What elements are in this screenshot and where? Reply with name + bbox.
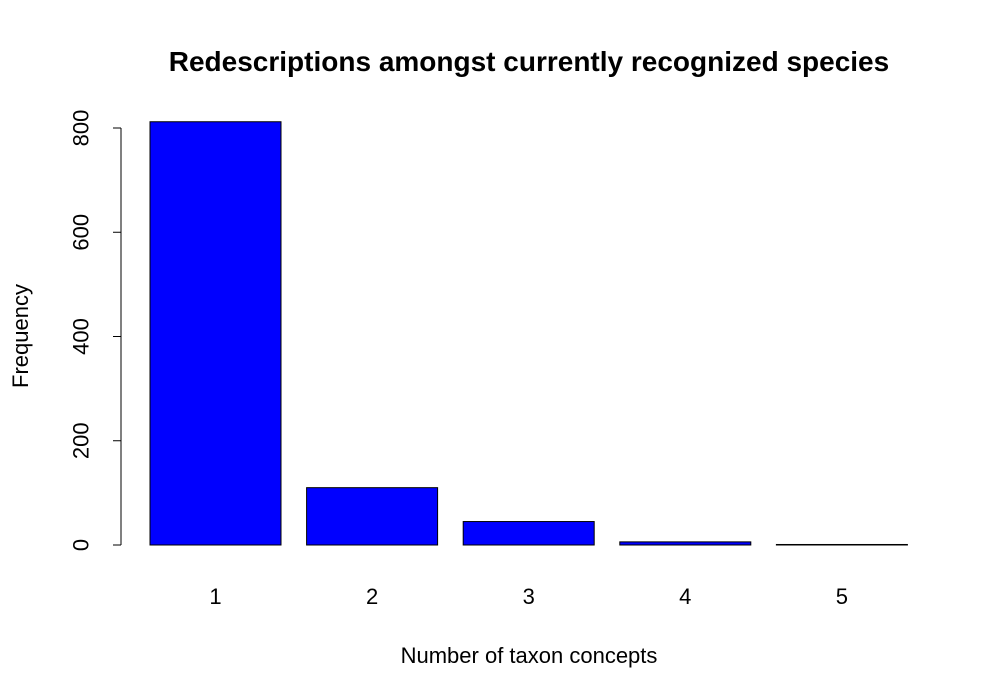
bars <box>149 121 908 546</box>
bar <box>306 487 439 546</box>
x-tick-label: 4 <box>679 584 691 609</box>
x-tick-label: 1 <box>209 584 221 609</box>
chart-title: Redescriptions amongst currently recogni… <box>169 46 889 77</box>
y-axis-label: Frequency <box>8 284 33 388</box>
bar <box>619 541 752 546</box>
y-tick-label: 400 <box>69 318 94 355</box>
y-tick-label: 800 <box>69 110 94 147</box>
bar <box>462 521 595 546</box>
x-axis-label: Number of taxon concepts <box>401 643 658 668</box>
y-axis: 0 200 400 600 800 <box>69 110 122 551</box>
x-tick-label: 5 <box>836 584 848 609</box>
x-tick-label: 2 <box>366 584 378 609</box>
y-tick-label: 0 <box>69 539 94 551</box>
x-tick-label: 3 <box>523 584 535 609</box>
bar <box>149 121 282 546</box>
y-tick-label: 200 <box>69 422 94 459</box>
x-axis-tick-labels: 1 2 3 4 5 <box>209 584 848 609</box>
y-tick-label: 600 <box>69 214 94 251</box>
bar <box>775 543 908 546</box>
